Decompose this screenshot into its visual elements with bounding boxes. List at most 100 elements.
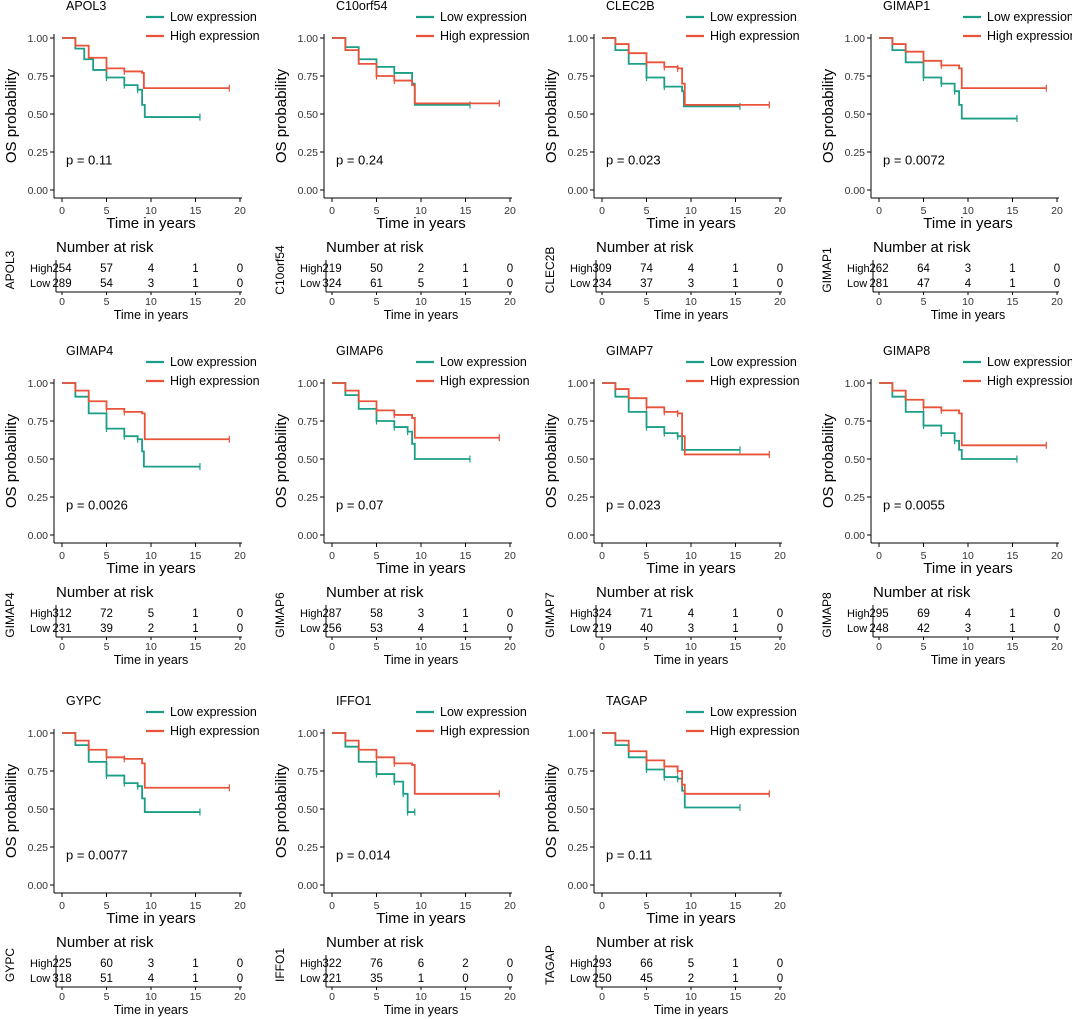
risk-count-low: 3 [148, 278, 154, 290]
risk-count-high: 66 [640, 958, 653, 970]
legend-high-label: High expression [170, 29, 260, 43]
legend-low-label: Low expression [987, 10, 1072, 24]
x-tick-label: 5 [104, 900, 110, 912]
km-panel-gimap4: GIMAP4 Low expression High expression 0.00 0… [3, 344, 260, 667]
risk-count-low: 0 [462, 973, 468, 985]
km-curve-low [332, 37, 470, 106]
risk-x-tick-label: 10 [415, 296, 427, 308]
risk-count-low: 0 [507, 623, 513, 635]
risk-x-tick-label: 20 [774, 991, 786, 1003]
x-axis-label: Time in years [106, 215, 195, 232]
risk-x-tick-label: 5 [374, 296, 380, 308]
risk-table-title: Number at risk [596, 239, 694, 256]
risk-count-high: 1 [192, 958, 198, 970]
x-tick-label: 10 [685, 205, 697, 217]
legend-high-label: High expression [710, 724, 800, 738]
risk-count-high: 57 [100, 263, 113, 275]
risk-x-axis-label: Time in years [114, 1003, 189, 1017]
y-tick-label: 0.00 [568, 530, 589, 542]
risk-x-tick-label: 20 [1051, 296, 1063, 308]
x-axis-label: Time in years [646, 910, 735, 927]
risk-low-label: Low [300, 973, 320, 985]
risk-count-high: 0 [237, 958, 243, 970]
risk-count-low: 54 [100, 278, 113, 290]
legend-high-label: High expression [710, 29, 800, 43]
risk-count-high: 58 [370, 608, 383, 620]
risk-low-label: Low [847, 623, 867, 635]
risk-count-high: 1 [462, 608, 468, 620]
risk-count-low: 256 [322, 623, 341, 635]
x-tick-label: 15 [730, 205, 742, 217]
x-tick-label: 15 [730, 550, 742, 562]
y-axis-label: OS probability [3, 413, 20, 508]
risk-count-low: 3 [688, 278, 694, 290]
panel-title: GIMAP6 [336, 344, 383, 358]
risk-count-high: 0 [1054, 263, 1060, 275]
y-tick-label: 0.25 [568, 492, 589, 504]
risk-count-low: 53 [370, 623, 383, 635]
risk-count-low: 250 [592, 973, 611, 985]
risk-count-high: 0 [777, 958, 783, 970]
legend-low-label: Low expression [170, 355, 257, 369]
km-curve-high [62, 37, 230, 90]
risk-low-label: Low [570, 278, 590, 290]
risk-count-low: 0 [237, 973, 243, 985]
risk-x-tick-label: 5 [921, 296, 927, 308]
risk-count-high: 74 [640, 263, 653, 275]
risk-x-axis-label: Time in years [384, 1003, 459, 1017]
risk-count-high: 69 [917, 608, 930, 620]
km-curve-high [332, 382, 500, 439]
x-tick-label: 5 [921, 550, 927, 562]
risk-x-tick-label: 10 [685, 296, 697, 308]
risk-x-tick-label: 20 [1051, 641, 1063, 653]
km-panel-gimap8: GIMAP8 Low expression High expression 0.00 0… [820, 344, 1072, 667]
risk-low-label: Low [847, 278, 867, 290]
risk-x-axis-label: Time in years [931, 653, 1006, 667]
x-tick-label: 15 [460, 550, 472, 562]
p-value: p = 0.0026 [66, 498, 128, 513]
risk-count-high: 4 [148, 263, 155, 275]
risk-high-label: High [847, 263, 870, 275]
x-tick-label: 15 [460, 205, 472, 217]
risk-count-high: 76 [370, 958, 383, 970]
legend-high-label: High expression [987, 29, 1072, 43]
risk-count-low: 0 [1054, 623, 1060, 635]
risk-count-high: 5 [148, 608, 154, 620]
km-curve-low [62, 732, 200, 813]
km-panel-gimap7: GIMAP7 Low expression High expression 0.00 0… [543, 344, 800, 667]
y-tick-label: 0.00 [28, 185, 49, 197]
risk-x-tick-label: 0 [329, 641, 335, 653]
risk-table-gene-label: CLEC2B [543, 247, 557, 294]
km-curve-high [602, 732, 770, 795]
legend-low-label: Low expression [170, 705, 257, 719]
y-tick-label: 0.50 [298, 454, 319, 466]
risk-x-axis-label: Time in years [654, 308, 729, 322]
x-tick-label: 15 [1007, 205, 1019, 217]
risk-count-low: 51 [100, 973, 113, 985]
risk-count-high: 262 [869, 263, 888, 275]
risk-count-low: 289 [52, 278, 71, 290]
y-tick-label: 1.00 [845, 33, 866, 45]
x-tick-label: 10 [962, 550, 974, 562]
p-value: p = 0.0077 [66, 848, 128, 863]
risk-count-low: 231 [52, 623, 71, 635]
km-curve-low [602, 732, 740, 809]
y-tick-label: 0.25 [28, 842, 49, 854]
y-tick-label: 1.00 [28, 33, 49, 45]
x-tick-label: 10 [685, 550, 697, 562]
risk-count-low: 324 [322, 278, 342, 290]
y-tick-label: 0.00 [298, 185, 319, 197]
risk-count-low: 1 [418, 973, 424, 985]
risk-x-tick-label: 15 [1007, 641, 1019, 653]
risk-count-high: 254 [52, 263, 72, 275]
risk-x-tick-label: 5 [104, 641, 110, 653]
x-tick-label: 0 [59, 550, 65, 562]
risk-count-low: 40 [640, 623, 653, 635]
risk-table-gene-label: APOL3 [3, 250, 17, 289]
risk-count-low: 1 [462, 623, 468, 635]
risk-count-high: 4 [688, 263, 695, 275]
y-tick-label: 0.75 [845, 71, 866, 83]
risk-table-title: Number at risk [56, 239, 154, 256]
legend-high-label: High expression [987, 374, 1072, 388]
